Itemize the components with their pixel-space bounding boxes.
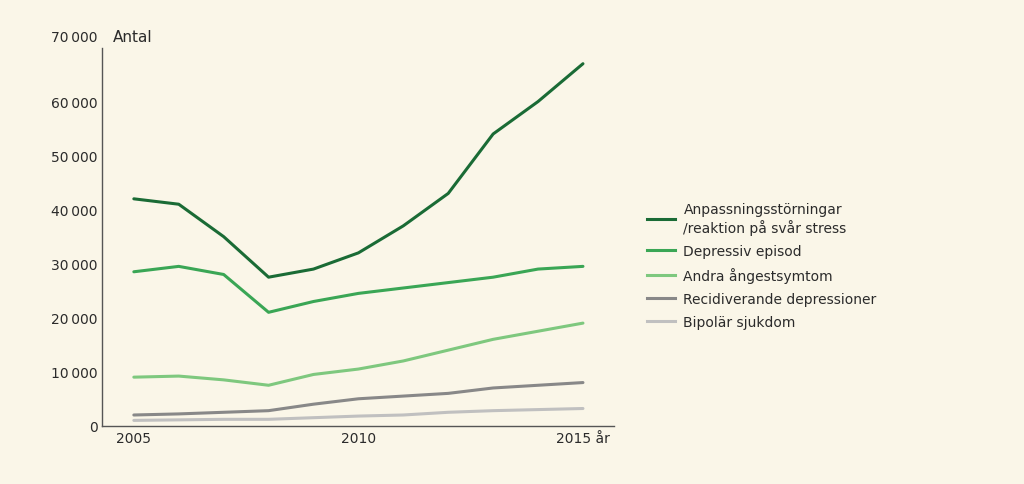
Legend: Anpassningsstörningar
/reaktion på svår stress, Depressiv episod, Andra ångestsy: Anpassningsstörningar /reaktion på svår … [642,197,883,335]
Text: 70 000: 70 000 [51,30,97,45]
Text: Antal: Antal [113,30,153,45]
